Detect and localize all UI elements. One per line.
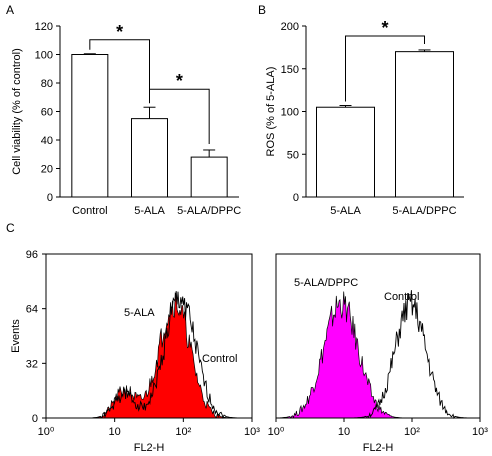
x-tick-label: 10² [404,426,420,438]
x-tick-label: 5-ALA/DPPC [177,205,241,217]
bar [131,118,168,198]
panel-letter: B [258,3,266,17]
x-tick-label: 5-ALA/DPPC [392,205,456,217]
bar [316,106,375,198]
panel-c-right: 10⁰ 10 10² 10³ FL2-H 5-ALA/DPPC Control [268,253,488,454]
y-tick-label: 40 [41,135,53,147]
histogram [46,291,252,419]
significance-star: * [381,18,388,38]
series-label: 5-ALA/DPPC [294,277,358,289]
y-tick-label: 0 [293,192,299,204]
significance-bracket [89,39,150,102]
bar [190,156,228,198]
x-axis-title: FL2-H [134,442,165,454]
y-tick-label: 0 [32,413,38,425]
x-tick-label: 10⁰ [268,426,285,438]
y-axis-title: Events [10,319,22,353]
y-tick-label: 100 [35,50,53,62]
y-tick-label: 60 [41,107,53,119]
x-tick-label: 5-ALA [330,205,361,217]
y-tick-label: 20 [41,164,53,176]
histogram [275,291,480,419]
y-tick-label: 150 [281,64,299,76]
x-tick-label: 10 [338,426,350,438]
significance-bracket [149,88,210,144]
y-tick-label: 80 [41,78,53,90]
x-tick-label: 10 [109,426,121,438]
series-label: 5-ALA [124,307,155,319]
panel-a: A 0 20 40 60 80 100 120 Cell viability (% of con… [6,3,241,217]
significance-star: * [116,22,123,42]
x-tick-label: 10³ [472,426,488,438]
x-tick-label: Control [72,205,107,217]
panel-letter: A [6,3,14,17]
x-tick-label: 5-ALA [134,205,165,217]
series-label: Control [384,291,419,303]
x-tick-label: 10² [175,426,191,438]
y-tick-label: 200 [281,21,299,33]
y-tick-label: 64 [26,304,38,316]
y-tick-label: 50 [287,149,299,161]
y-tick-label: 120 [35,21,53,33]
panel-b: B 0 50 100 150 200 ROS (% of 5-ALA) 5-ALA 5-ALA/… [258,3,464,217]
bar [395,51,454,198]
histogram [276,290,480,419]
significance-bracket [345,35,425,102]
x-tick-label: 10⁰ [38,426,55,438]
y-axis-title: Cell viability (% of control) [11,48,23,175]
significance-star: * [176,71,183,91]
y-tick-label: 96 [26,249,38,261]
bar [71,54,109,198]
y-tick-label: 32 [26,358,38,370]
y-axis-title: ROS (% of 5-ALA) [265,67,277,157]
x-axis-title: FL2-H [363,442,394,454]
panel-c-left: C 0 32 64 96 Events 10⁰ 10 10² 10³ FL2-H 5-ALA Contr… [6,221,260,454]
y-tick-label: 100 [281,107,299,119]
y-tick-label: 0 [47,192,53,204]
x-tick-label: 10³ [244,426,260,438]
panel-letter: C [6,221,15,235]
series-label: Control [202,353,237,365]
